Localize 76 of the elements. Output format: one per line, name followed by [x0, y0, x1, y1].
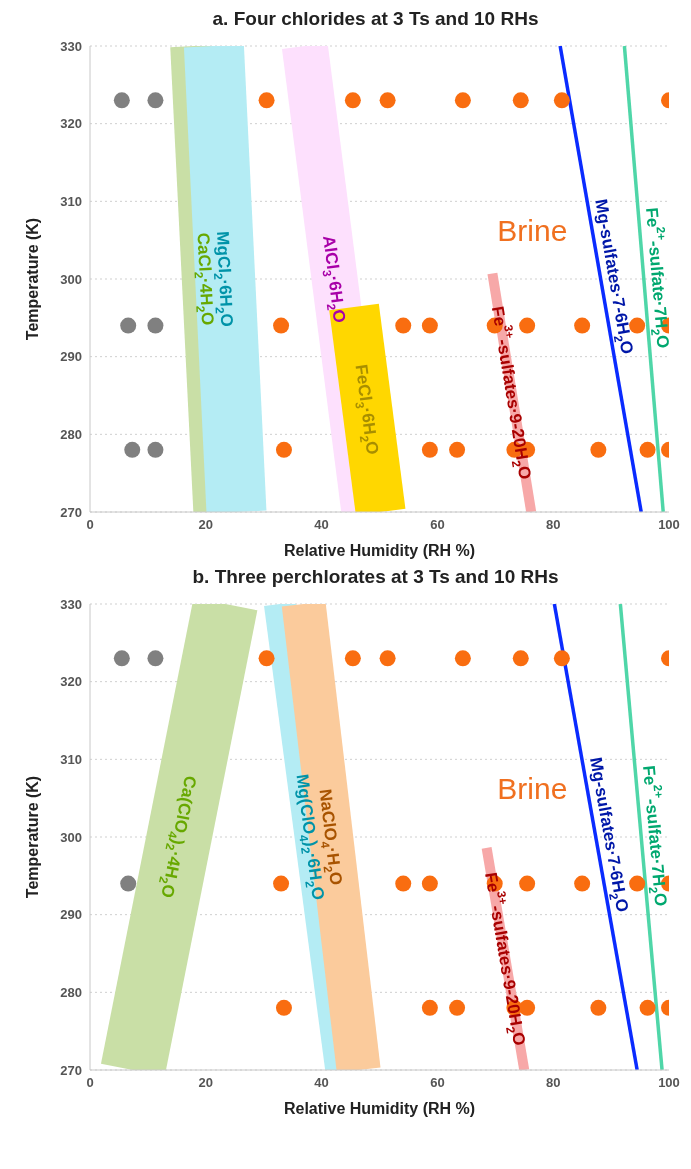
point: [421, 441, 438, 458]
point: [553, 92, 570, 109]
point: [344, 650, 361, 667]
point: [113, 650, 130, 667]
y-tick-label: 310: [60, 193, 82, 209]
point: [454, 92, 471, 109]
point: [147, 92, 164, 109]
y-tick-label: 300: [60, 829, 82, 845]
y-tick-label: 330: [60, 38, 82, 54]
point: [553, 650, 570, 667]
y-tick-label: 290: [60, 907, 82, 923]
point: [258, 92, 275, 109]
y-axis-title: Temperature (K): [23, 775, 41, 899]
point: [421, 999, 438, 1016]
x-axis-title: Relative Humidity (RH %): [283, 542, 476, 559]
y-tick-label: 280: [60, 984, 82, 1000]
point: [512, 92, 529, 109]
x-tick-label: 80: [545, 1075, 561, 1091]
x-tick-label: 40: [314, 517, 329, 533]
point: [258, 650, 275, 667]
x-tick-label: 80: [545, 517, 561, 533]
annotation: Brine: [495, 213, 570, 248]
y-tick-label: 270: [60, 504, 82, 520]
x-tick-label: 60: [430, 1075, 445, 1091]
x-tick-label: 100: [658, 1075, 680, 1091]
point: [120, 317, 137, 334]
y-axis-title: Temperature (K): [23, 217, 41, 341]
y-tick-label: 290: [60, 349, 82, 365]
point: [449, 999, 466, 1016]
point: [147, 441, 164, 458]
point: [639, 441, 656, 458]
point: [519, 317, 536, 334]
point: [147, 317, 164, 334]
chart-title: b. Three perchlorates at 3 Ts and 10 RHs: [191, 566, 560, 589]
x-tick-label: 40: [314, 1075, 329, 1091]
point: [344, 92, 361, 109]
point: [113, 92, 130, 109]
x-tick-label: 0: [86, 1075, 94, 1091]
y-tick-label: 320: [60, 674, 82, 690]
y-tick-label: 330: [60, 596, 82, 612]
point: [639, 999, 656, 1016]
point: [421, 317, 438, 334]
x-tick-label: 100: [658, 517, 680, 533]
chart-title: a. Four chlorides at 3 Ts and 10 RHs: [211, 8, 540, 31]
point: [395, 875, 412, 892]
x-tick-label: 0: [86, 517, 94, 533]
point: [120, 875, 137, 892]
y-tick-label: 320: [60, 116, 82, 132]
point: [124, 441, 141, 458]
y-tick-label: 310: [60, 751, 82, 767]
x-axis-title: Relative Humidity (RH %): [283, 1100, 476, 1117]
point: [449, 441, 466, 458]
y-tick-label: 300: [60, 271, 82, 287]
point: [629, 875, 646, 892]
point: [454, 650, 471, 667]
point: [590, 441, 607, 458]
point: [574, 317, 591, 334]
point: [273, 317, 290, 334]
y-tick-label: 280: [60, 426, 82, 442]
point: [379, 92, 396, 109]
point: [629, 317, 646, 334]
point: [421, 875, 438, 892]
point: [147, 650, 164, 667]
point: [395, 317, 412, 334]
point: [275, 441, 292, 458]
x-tick-label: 60: [430, 517, 445, 533]
y-tick-label: 270: [60, 1062, 82, 1078]
annotation: Brine: [495, 771, 570, 806]
point: [379, 650, 396, 667]
x-tick-label: 20: [198, 517, 214, 533]
point: [512, 650, 529, 667]
point: [273, 875, 290, 892]
x-tick-label: 20: [198, 1075, 214, 1091]
point: [275, 999, 292, 1016]
point: [590, 999, 607, 1016]
point: [519, 875, 536, 892]
